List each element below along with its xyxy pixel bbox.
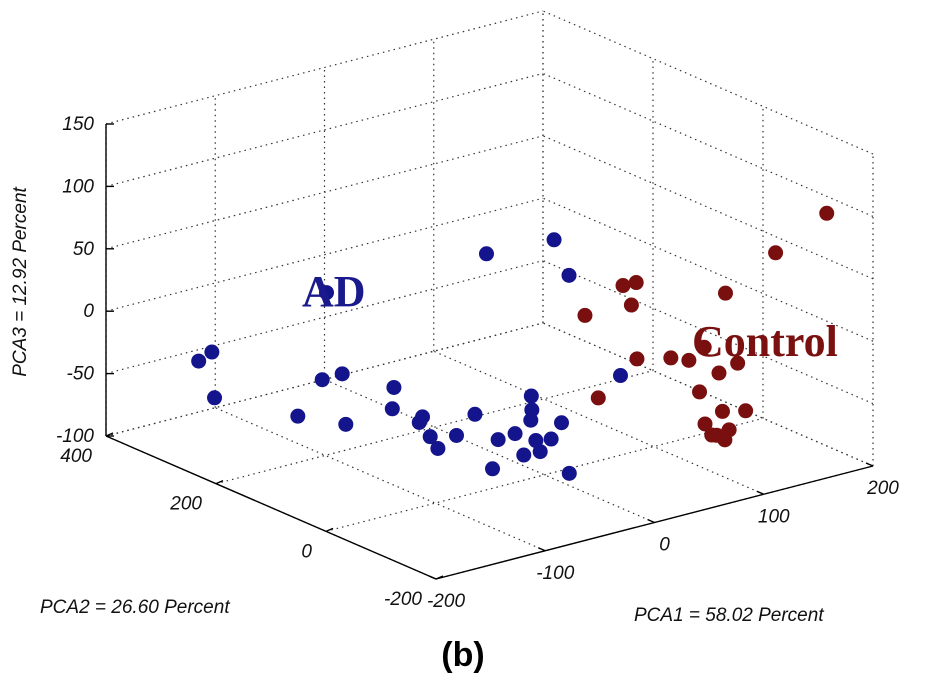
- point-ad: [561, 267, 577, 283]
- x-tick-label: -200: [427, 591, 465, 612]
- point-control: [768, 245, 784, 261]
- y-tick-label: 200: [169, 494, 202, 515]
- floor-grid-line: [215, 407, 546, 552]
- z-tick-label: 50: [73, 239, 95, 260]
- point-control: [717, 285, 733, 301]
- floor-grid-line: [325, 417, 764, 532]
- annotation-control: Control: [692, 317, 838, 366]
- x-tick-mark: [756, 490, 765, 495]
- axis-edges: [105, 123, 874, 580]
- point-ad: [204, 344, 220, 360]
- point-ad: [334, 366, 350, 382]
- point-ad: [546, 232, 562, 248]
- right-wall-grid-line: [542, 10, 874, 155]
- data-points: [191, 205, 835, 481]
- panel-label: (b): [441, 636, 484, 674]
- point-ad: [191, 353, 207, 369]
- x-tick-mark: [537, 547, 546, 552]
- point-control: [681, 352, 697, 368]
- point-ad: [338, 416, 354, 432]
- point-ad: [430, 440, 446, 456]
- point-ad: [386, 379, 402, 395]
- point-ad: [485, 461, 501, 477]
- x-axis-label: PCA1 = 58.02 Percent: [634, 605, 824, 626]
- point-control: [590, 390, 606, 406]
- point-control: [628, 275, 644, 291]
- point-ad: [422, 429, 438, 445]
- x-tick-mark: [865, 462, 874, 467]
- x-tick-mark: [428, 575, 437, 580]
- y-axis-label: PCA2 = 26.60 Percent: [40, 597, 230, 618]
- point-control: [577, 307, 593, 323]
- right-wall-grid-line: [542, 72, 874, 217]
- point-control: [696, 339, 712, 355]
- y-tick-label: 0: [301, 541, 312, 562]
- x-tick-label: 100: [758, 506, 790, 527]
- point-control: [711, 365, 727, 381]
- point-control: [819, 205, 835, 221]
- point-ad: [516, 447, 532, 463]
- z-tick-label: -100: [56, 426, 94, 447]
- point-ad: [543, 431, 559, 447]
- back-wall-grid-line: [105, 72, 544, 187]
- point-ad: [448, 427, 464, 443]
- point-ad: [411, 414, 427, 430]
- grid-lines: [105, 10, 874, 580]
- point-ad: [478, 246, 494, 262]
- point-ad: [612, 368, 628, 384]
- point-control: [697, 416, 713, 432]
- point-ad: [384, 401, 400, 417]
- z-axis-label: PCA3 = 12.92 Percent: [10, 186, 31, 376]
- point-ad: [319, 285, 334, 301]
- back-wall-grid-line: [105, 260, 544, 375]
- point-control: [692, 384, 708, 400]
- point-ad: [532, 444, 548, 460]
- x-tick-label: 0: [659, 535, 670, 556]
- back-wall-grid-line: [105, 135, 544, 250]
- point-ad: [524, 402, 540, 418]
- point-control: [623, 297, 639, 313]
- z-tick-label: 100: [62, 176, 94, 197]
- point-ad: [467, 406, 483, 422]
- series-ad: [191, 232, 628, 481]
- point-ad: [554, 415, 570, 431]
- point-ad: [561, 465, 577, 481]
- z-tick-label: 0: [83, 301, 94, 322]
- point-control: [714, 403, 730, 419]
- point-ad: [314, 372, 330, 388]
- point-ad: [490, 432, 506, 448]
- z-tick-label: -50: [67, 364, 95, 385]
- back-wall-grid-line: [105, 197, 544, 312]
- x-tick-mark: [647, 518, 655, 524]
- y-tick-label: -200: [384, 589, 422, 610]
- point-control: [615, 278, 631, 294]
- point-ad: [290, 408, 306, 424]
- x-tick-label: 200: [866, 478, 899, 499]
- series-control: [577, 205, 835, 448]
- point-ad: [523, 388, 539, 404]
- y-tick-mark: [105, 432, 114, 437]
- point-control: [717, 432, 733, 448]
- point-ad: [507, 426, 523, 442]
- tick-labels: -100 -50 0 50 100 150 -200 0 200 400 -200 -100 0 100 2…: [56, 114, 899, 612]
- point-control: [738, 403, 754, 419]
- point-ad: [207, 390, 223, 406]
- point-control: [730, 355, 746, 371]
- point-control: [704, 427, 720, 443]
- y-axis-edge: [105, 435, 437, 580]
- point-control: [663, 350, 679, 366]
- y-tick-mark: [325, 527, 334, 532]
- point-control: [629, 351, 645, 367]
- annotation-ad: AD: [302, 267, 366, 316]
- z-tick-label: 150: [62, 114, 94, 135]
- back-wall-grid-line: [105, 10, 544, 125]
- floor-grid-line: [215, 370, 654, 485]
- x-tick-label: -100: [536, 563, 574, 584]
- y-tick-mark: [215, 480, 224, 485]
- y-tick-mark: [435, 575, 444, 580]
- y-tick-label: 400: [60, 446, 92, 467]
